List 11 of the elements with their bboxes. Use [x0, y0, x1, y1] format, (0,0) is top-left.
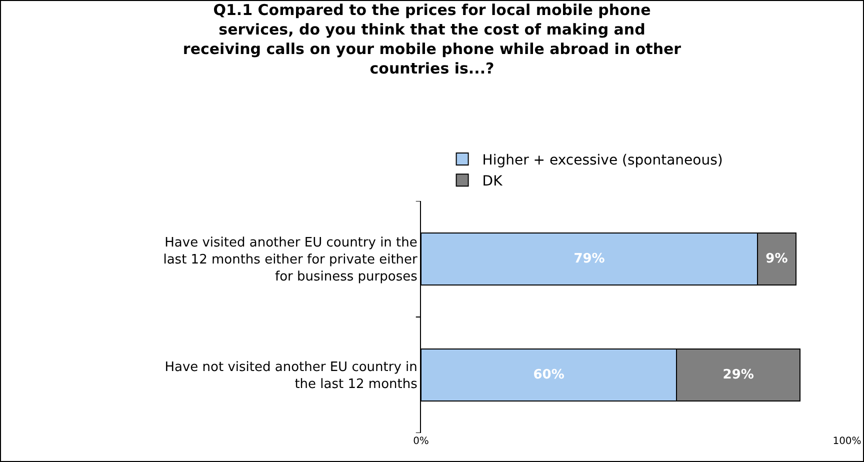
y-tick-label: Have visited another EU country in the last 12 months either for private either for business purposes — [163, 236, 418, 284]
chart-title: Q1.1 Compared to the prices for local mobile phone services, do you think that the cost of making and receiving calls on your mobile phone while abroad in other countries is...? — [182, 0, 682, 78]
legend-label: DK — [482, 174, 504, 190]
data-label: 60% — [533, 368, 564, 382]
y-tick-label: Have not visited another EU country in the last 12 months — [164, 360, 418, 392]
x-tick-label: 100% — [832, 436, 862, 447]
x-tick-label: 0% — [413, 436, 429, 447]
legend-label: Higher + excessive (spontaneous) — [482, 152, 723, 168]
data-label: 29% — [722, 368, 754, 382]
data-label: 9% — [766, 252, 788, 266]
data-label: 79% — [574, 252, 605, 266]
